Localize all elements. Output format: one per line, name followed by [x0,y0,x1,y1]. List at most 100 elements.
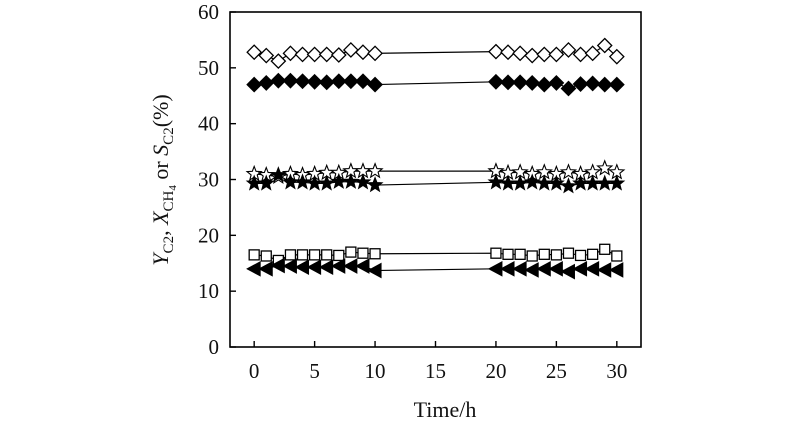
data-point [257,174,275,191]
series-line [254,248,618,262]
x-tick-label: 30 [606,359,627,383]
data-point [514,248,526,260]
data-point [596,76,613,93]
data-point [548,46,565,63]
data-point [354,258,370,274]
data-point [512,260,527,277]
x-tick-label: 15 [425,359,446,383]
data-point [538,248,550,260]
data-point [511,174,529,191]
data-point [294,173,311,190]
data-point [526,250,538,262]
data-point [608,262,624,278]
data-point [502,248,514,260]
data-point [318,174,336,191]
data-point [355,73,371,90]
series-square-open [248,243,623,267]
data-point [270,72,287,89]
data-point [333,249,345,262]
y-axis: 0 10 20 30 40 50 60 [198,0,236,359]
data-point [596,174,614,191]
data-point [550,249,563,261]
data-point [490,247,502,259]
data-point [500,74,516,91]
data-point [294,46,311,63]
y-tick-label: 60 [198,0,219,24]
data-point [342,172,360,189]
y-tick-label: 0 [209,335,220,359]
x-tick-label: 5 [309,359,320,383]
data-point [572,76,589,92]
data-point [596,37,613,54]
data-point [524,262,539,278]
data-point [258,260,273,277]
data-point [366,176,384,193]
data-point [296,249,309,261]
data-point [500,44,516,61]
data-point [246,76,263,93]
data-point [367,76,383,93]
data-point [536,46,553,63]
data-point [599,243,611,255]
data-point [270,53,287,70]
series-star-filled [245,166,626,194]
data-point [560,263,575,280]
data-point [282,72,299,89]
data-point [524,74,541,91]
data-point [367,262,382,279]
data-point [572,46,589,63]
data-point [548,74,565,91]
x-tick-label: 0 [249,359,260,383]
data-point [499,174,517,191]
x-tick-label: 25 [546,359,567,383]
data-point [611,250,623,262]
data-point [258,47,275,64]
data-point [308,249,321,261]
data-point [523,173,541,190]
data-point [488,43,504,60]
data-point [560,42,577,58]
data-point [318,74,335,91]
data-point [560,80,577,97]
series-diamond-filled [246,72,625,97]
data-point [584,260,600,277]
data-point [354,173,372,190]
data-point [536,76,553,93]
data-point [306,73,323,90]
data-point [269,166,287,183]
y-tick-label: 20 [198,223,219,247]
x-axis-title: Time/h [414,397,477,422]
data-point [258,74,275,91]
data-point [562,247,575,259]
data-point [306,46,323,63]
data-point [306,174,324,191]
data-point [608,48,625,65]
data-point [584,174,602,191]
data-point [487,173,505,190]
data-point [586,248,599,260]
data-point [342,42,359,58]
y-tick-label: 40 [198,112,219,136]
data-point [366,162,384,179]
data-point [282,258,297,274]
data-point [321,249,333,261]
y-tick-label: 10 [198,279,219,303]
data-point [512,45,529,62]
series-diamond-open [246,37,625,70]
data-point [330,73,347,90]
data-point [330,47,347,63]
x-tick-label: 10 [365,359,386,383]
data-point [284,249,297,261]
data-point [355,44,371,61]
data-point [572,174,590,191]
data-point [248,249,260,261]
series-layer [245,37,626,280]
data-point [548,260,563,277]
y-axis-title: YC2, XCH4 or SC2(%) [148,94,179,265]
y-tick-label: 30 [198,168,219,192]
data-point [330,172,348,189]
data-point [342,73,359,90]
data-point [357,247,369,259]
data-point [245,174,263,191]
